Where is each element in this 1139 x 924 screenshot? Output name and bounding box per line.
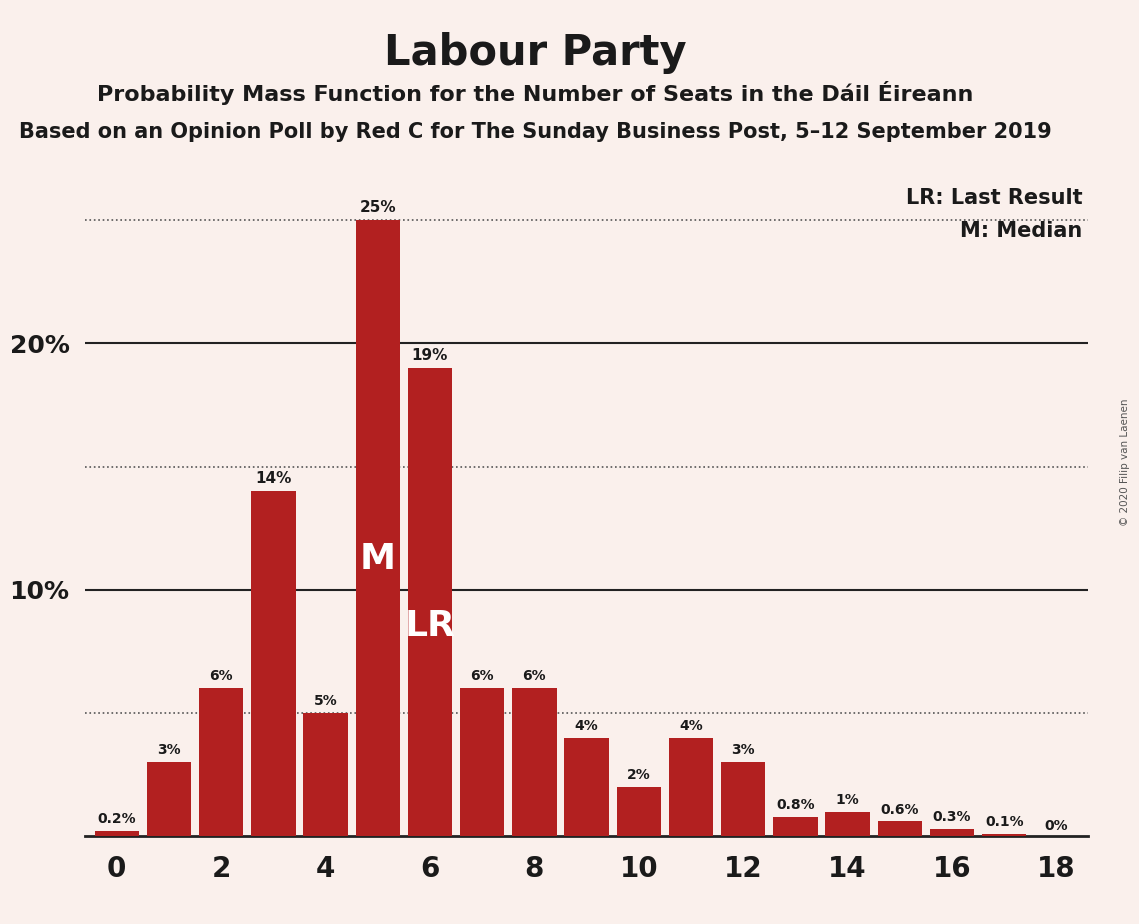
Text: 25%: 25% [360, 201, 396, 215]
Bar [982, 833, 1026, 836]
Text: 0%: 0% [1044, 819, 1068, 833]
Bar [669, 737, 713, 836]
Bar [878, 821, 921, 836]
Text: 19%: 19% [412, 348, 448, 363]
Text: 2%: 2% [626, 768, 650, 782]
Text: © 2020 Filip van Laenen: © 2020 Filip van Laenen [1120, 398, 1130, 526]
Text: 3%: 3% [157, 744, 181, 758]
Text: M: M [360, 542, 395, 576]
Bar [460, 688, 505, 836]
Text: 0.6%: 0.6% [880, 803, 919, 817]
Bar [199, 688, 244, 836]
Text: LR: Last Result: LR: Last Result [907, 188, 1083, 208]
Bar [408, 368, 452, 836]
Bar [95, 832, 139, 836]
Bar [565, 737, 608, 836]
Text: 6%: 6% [210, 670, 233, 684]
Text: 6%: 6% [523, 670, 547, 684]
Text: Labour Party: Labour Party [384, 32, 687, 74]
Text: 4%: 4% [575, 719, 598, 733]
Bar [773, 817, 818, 836]
Bar [826, 811, 870, 836]
Text: 4%: 4% [679, 719, 703, 733]
Bar [355, 220, 400, 836]
Bar [616, 787, 661, 836]
Bar [303, 713, 347, 836]
Text: 3%: 3% [731, 744, 755, 758]
Bar [929, 829, 974, 836]
Text: 0.2%: 0.2% [98, 812, 136, 826]
Bar [721, 762, 765, 836]
Text: Based on an Opinion Poll by Red C for The Sunday Business Post, 5–12 September 2: Based on an Opinion Poll by Red C for Th… [19, 122, 1051, 142]
Bar [513, 688, 557, 836]
Text: 6%: 6% [470, 670, 494, 684]
Text: M: Median: M: Median [960, 221, 1083, 241]
Text: 0.3%: 0.3% [933, 810, 972, 824]
Text: 0.1%: 0.1% [985, 815, 1024, 829]
Text: LR: LR [404, 609, 456, 642]
Text: 0.8%: 0.8% [776, 797, 814, 811]
Text: Probability Mass Function for the Number of Seats in the Dáil Éireann: Probability Mass Function for the Number… [97, 81, 974, 105]
Bar [252, 492, 295, 836]
Text: 14%: 14% [255, 471, 292, 486]
Text: 5%: 5% [313, 694, 337, 708]
Bar [147, 762, 191, 836]
Text: 1%: 1% [836, 793, 860, 807]
